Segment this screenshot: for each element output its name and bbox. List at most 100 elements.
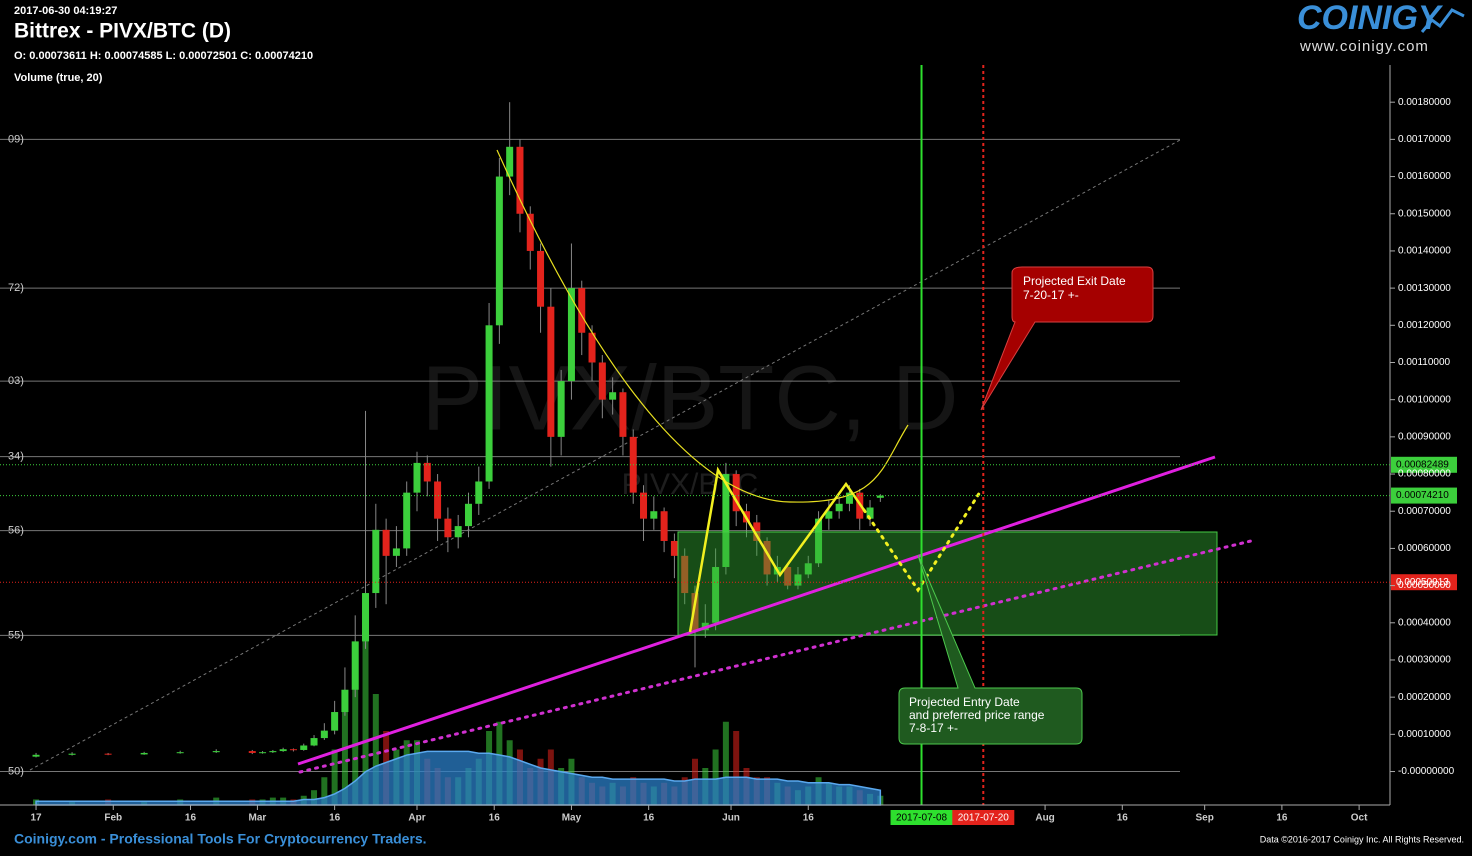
x-tick-label: May <box>562 813 582 824</box>
candle-body <box>825 511 833 519</box>
callout-text: and preferred price range <box>909 708 1045 722</box>
x-tick-label: Oct <box>1351 813 1368 824</box>
pattern-line <box>688 466 866 633</box>
candle-body <box>104 753 112 755</box>
date-box <box>890 810 953 825</box>
level-label: 56) <box>8 524 24 536</box>
level-label: 34) <box>8 450 24 462</box>
candle-body <box>32 754 40 757</box>
x-tick-label: Jun <box>722 813 740 824</box>
y-tick-label: 0.00150000 <box>1398 208 1451 219</box>
volume-ma-area <box>35 750 882 806</box>
candle-body <box>248 751 256 753</box>
volume-bar <box>722 721 729 805</box>
candle-body <box>640 492 648 519</box>
watermark: PIVX/BTC, D <box>422 347 959 449</box>
candle-body <box>815 518 823 564</box>
candle-body <box>310 738 318 746</box>
x-tick-label: 16 <box>185 813 197 824</box>
y-tick-label: -0.00000000 <box>1398 766 1455 777</box>
candle-body <box>212 751 220 753</box>
timestamp: 2017-06-30 04:19:27 <box>14 5 117 17</box>
indicator: Volume (true, 20) <box>14 72 103 84</box>
y-tick-label: 0.00040000 <box>1398 617 1451 628</box>
x-tick-label: 16 <box>1276 813 1288 824</box>
candle-body <box>526 213 534 251</box>
candle-body <box>300 745 308 750</box>
date-marks <box>920 65 985 805</box>
x-tick-label: 16 <box>1117 813 1129 824</box>
callout-text: 7-8-17 +- <box>909 721 958 735</box>
candle-body <box>557 381 565 437</box>
y-tick-label: 0.00080000 <box>1398 469 1451 480</box>
date-label: 2017-07-08 <box>896 813 948 824</box>
level-label: 09) <box>8 133 24 145</box>
footer-right: Data ©2016-2017 Coinigy Inc. All Rights … <box>1260 834 1464 844</box>
x-tick-label: Sep <box>1195 813 1213 824</box>
candle-body <box>681 555 689 594</box>
level-label: 50) <box>8 765 24 777</box>
candle-body <box>68 753 76 755</box>
support-line-dotted <box>298 538 1257 774</box>
price-label: 0.00050913 <box>1396 577 1449 588</box>
price-box <box>1391 574 1457 591</box>
candle-body <box>506 146 514 177</box>
price-box <box>1391 456 1457 473</box>
candle-body <box>485 325 493 482</box>
x-tick-label: 16 <box>489 813 501 824</box>
level-label: 72) <box>8 282 24 294</box>
candle-body <box>140 752 148 755</box>
candle-body <box>516 146 524 214</box>
candle-body <box>320 730 328 739</box>
callout-text: 7-20-17 +- <box>1023 288 1079 302</box>
x-tick-label: Aug <box>1035 813 1054 824</box>
candle-body <box>691 593 699 631</box>
axes: 0.00082489 0.00074210 0.00050913 0.00180000… <box>0 97 1457 825</box>
volume-bar <box>362 620 369 805</box>
logo: COINIGY <box>1297 0 1444 37</box>
candle-body <box>732 474 740 512</box>
callout-text: Projected Entry Date <box>909 695 1020 709</box>
candle-body <box>588 332 596 363</box>
price-label: 0.00074210 <box>1396 490 1449 501</box>
y-tick-label: 0.00180000 <box>1398 97 1451 108</box>
y-tick-label: 0.00100000 <box>1398 394 1451 405</box>
y-tick-label: 0.00170000 <box>1398 134 1451 145</box>
entry-callout <box>898 554 1083 745</box>
candle-body <box>660 511 668 541</box>
candle-body <box>289 749 297 751</box>
volume-bar <box>712 749 719 805</box>
title: Bittrex - PIVX/BTC (D) <box>14 20 231 43</box>
y-tick-label: 0.00160000 <box>1398 171 1451 182</box>
y-tick-label: 0.00030000 <box>1398 655 1451 666</box>
candle-body <box>372 529 380 594</box>
date-box <box>952 810 1015 825</box>
logo-icon <box>1420 8 1465 33</box>
candle-body <box>609 392 617 400</box>
volume-bar <box>311 790 318 805</box>
exit-callout <box>980 266 1154 411</box>
entry-zone <box>677 531 1218 636</box>
candle-body <box>403 492 411 549</box>
candle-body <box>598 362 606 400</box>
candle-body <box>784 567 792 586</box>
candle-body <box>650 511 658 519</box>
y-tick-label: 0.00050000 <box>1398 580 1451 591</box>
x-tick-label: Mar <box>249 813 267 824</box>
y-axis-panel <box>1390 65 1472 805</box>
x-tick-label: Apr <box>408 813 425 824</box>
x-tick-label: Feb <box>104 813 122 824</box>
candle-body <box>176 752 184 754</box>
y-tick-label: 0.00020000 <box>1398 692 1451 703</box>
candle-body <box>269 751 277 753</box>
candle-body <box>845 492 853 504</box>
y-tick-label: 0.00120000 <box>1398 320 1451 331</box>
candle-body <box>876 495 884 498</box>
y-tick-label: 0.00090000 <box>1398 431 1451 442</box>
logo-url: www.coinigy.com <box>1299 38 1429 55</box>
trend-line <box>29 139 1181 771</box>
candle-body <box>794 574 802 586</box>
